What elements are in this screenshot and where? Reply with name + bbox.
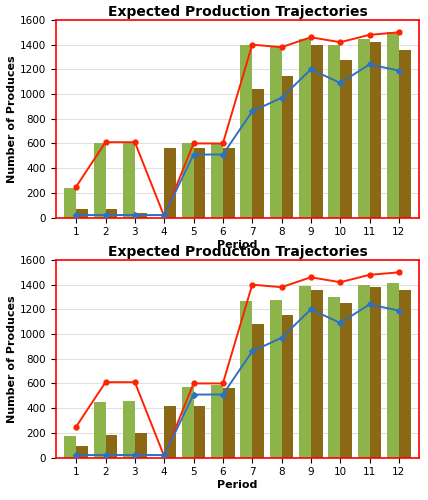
Bar [94,144,106,218]
Bar [106,209,117,218]
Bar [76,209,88,218]
Bar [358,38,369,218]
Bar [193,406,205,458]
Bar [241,44,252,218]
Bar [76,446,88,458]
Bar [106,434,117,458]
Bar [94,402,106,458]
Bar [329,297,340,458]
Bar [387,283,399,458]
Bar [299,38,311,218]
X-axis label: Period: Period [217,480,258,490]
Bar [223,388,235,458]
Bar [211,384,223,458]
Bar [193,148,205,218]
Bar [329,44,340,218]
Y-axis label: Number of Produces: Number of Produces [7,295,17,422]
Bar [299,286,311,458]
Bar [135,212,146,218]
Bar [340,60,352,218]
Bar [65,436,76,458]
Bar [387,32,399,218]
Bar [282,76,293,218]
Bar [241,300,252,458]
Bar [369,42,381,218]
X-axis label: Period: Period [217,240,258,250]
Bar [311,290,323,458]
Bar [270,300,282,458]
Bar [123,400,135,458]
Bar [399,50,410,217]
Bar [340,302,352,458]
Title: Expected Production Trajectories: Expected Production Trajectories [108,5,367,19]
Legend: min Exp.Deviation (lambda=0), min Exp.Deviation (lambda=1), max Exp.Service, min: min Exp.Deviation (lambda=0), min Exp.De… [60,266,324,290]
Bar [358,284,369,458]
Bar [282,315,293,458]
Bar [164,406,176,458]
Bar [270,47,282,217]
Bar [182,386,193,458]
Bar [135,433,146,458]
Bar [399,290,410,458]
Title: Expected Production Trajectories: Expected Production Trajectories [108,245,367,259]
Bar [123,144,135,218]
Bar [369,286,381,458]
Bar [164,148,176,218]
Bar [182,144,193,218]
Bar [252,89,264,218]
Bar [223,148,235,218]
Bar [311,44,323,218]
Bar [65,188,76,218]
Bar [252,324,264,458]
Bar [211,144,223,218]
Y-axis label: Number of Produces: Number of Produces [7,55,17,182]
